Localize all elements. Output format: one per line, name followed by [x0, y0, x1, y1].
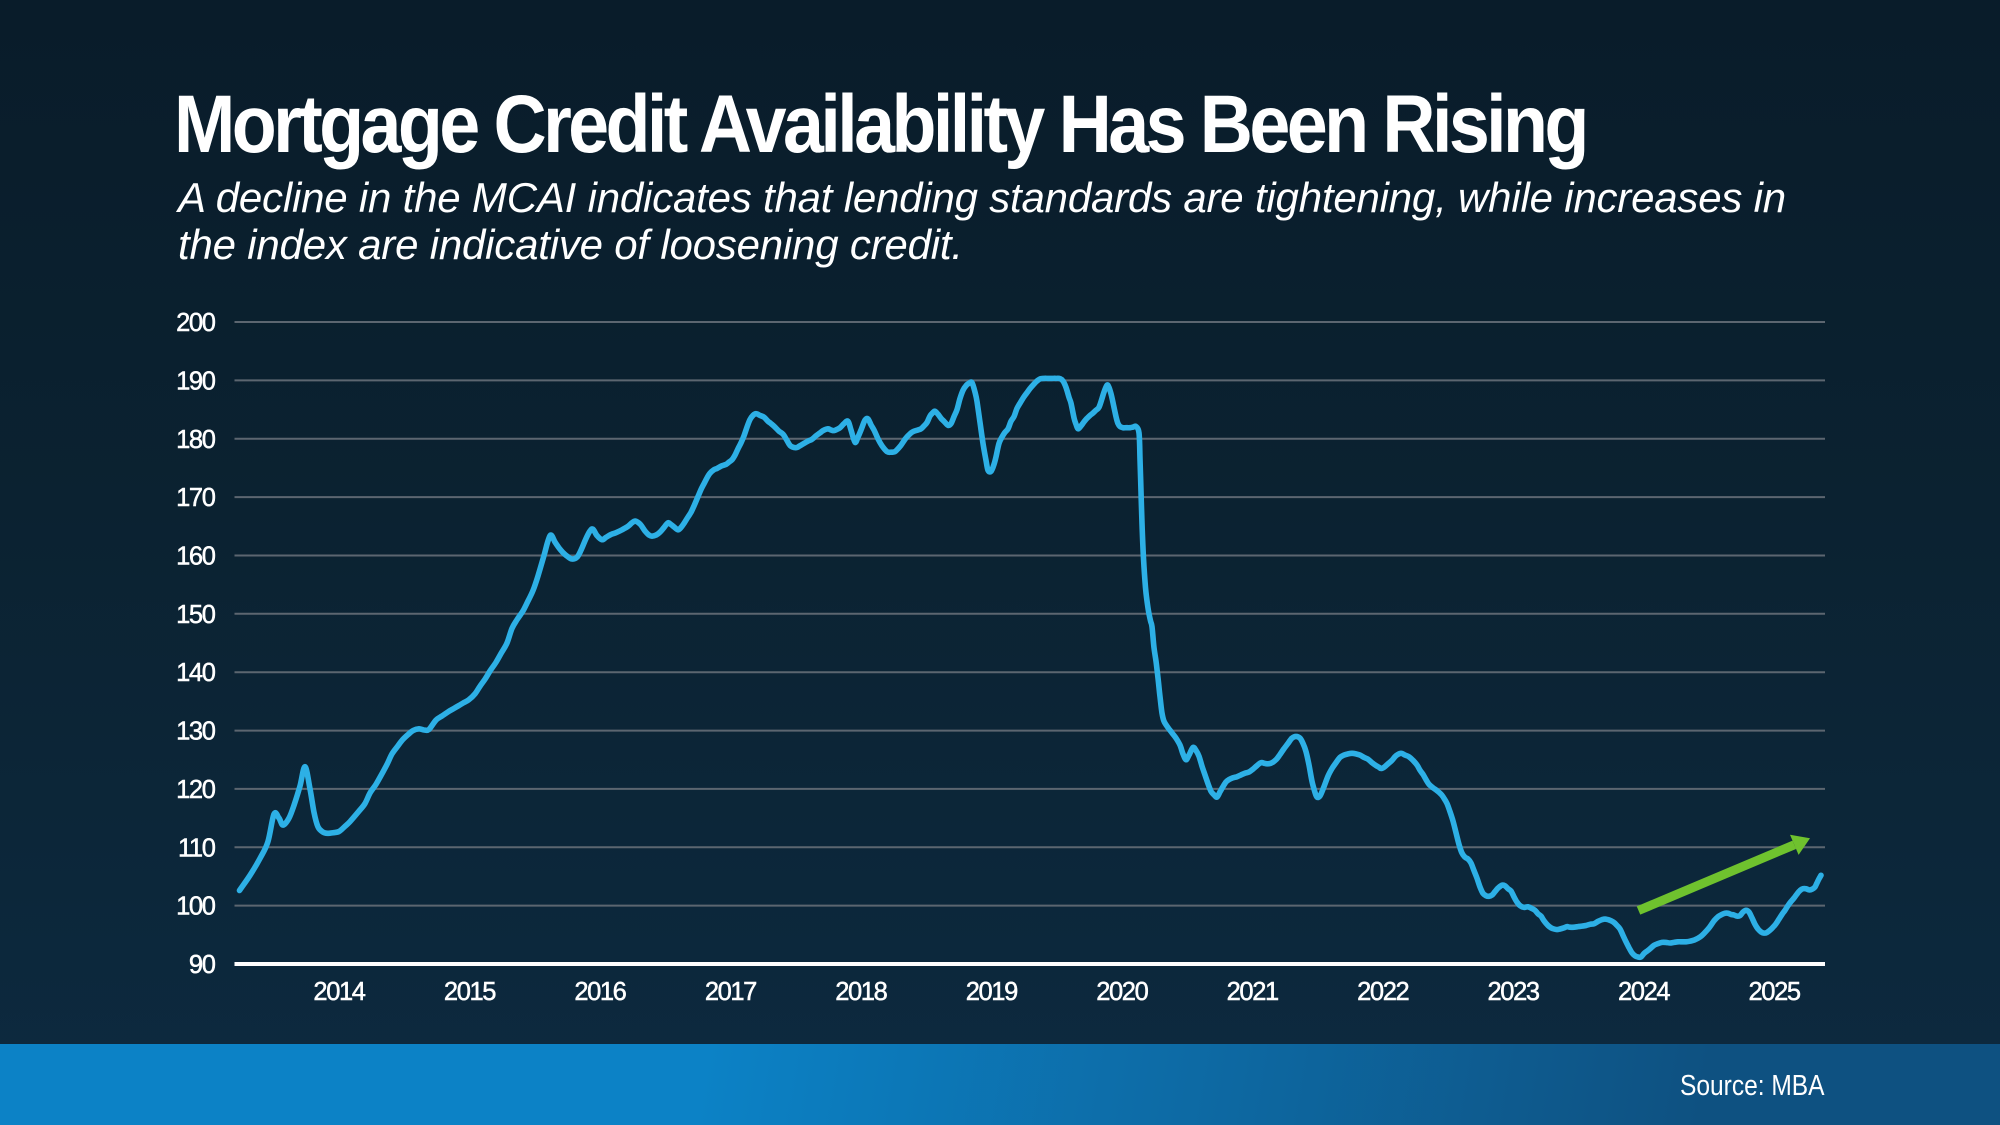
svg-text:100: 100: [176, 893, 216, 921]
svg-text:150: 150: [176, 601, 216, 629]
svg-text:2024: 2024: [1618, 978, 1670, 1006]
svg-text:2020: 2020: [1096, 978, 1148, 1006]
svg-text:200: 200: [176, 309, 216, 337]
svg-text:2014: 2014: [313, 978, 365, 1006]
svg-text:160: 160: [176, 543, 216, 571]
svg-text:180: 180: [176, 426, 216, 454]
svg-text:2022: 2022: [1357, 978, 1408, 1006]
svg-text:190: 190: [176, 367, 216, 395]
svg-text:110: 110: [178, 834, 216, 862]
svg-text:2017: 2017: [705, 978, 756, 1006]
svg-text:2015: 2015: [444, 978, 496, 1006]
svg-text:2025: 2025: [1749, 978, 1801, 1006]
svg-text:2018: 2018: [835, 978, 887, 1006]
svg-text:2016: 2016: [574, 978, 626, 1006]
svg-text:130: 130: [176, 718, 216, 746]
svg-text:120: 120: [176, 776, 216, 804]
svg-text:2023: 2023: [1488, 978, 1540, 1006]
svg-text:140: 140: [176, 659, 216, 687]
svg-text:2019: 2019: [966, 978, 1017, 1006]
svg-text:90: 90: [189, 951, 216, 979]
svg-text:2021: 2021: [1227, 978, 1278, 1006]
svg-text:170: 170: [176, 484, 216, 512]
